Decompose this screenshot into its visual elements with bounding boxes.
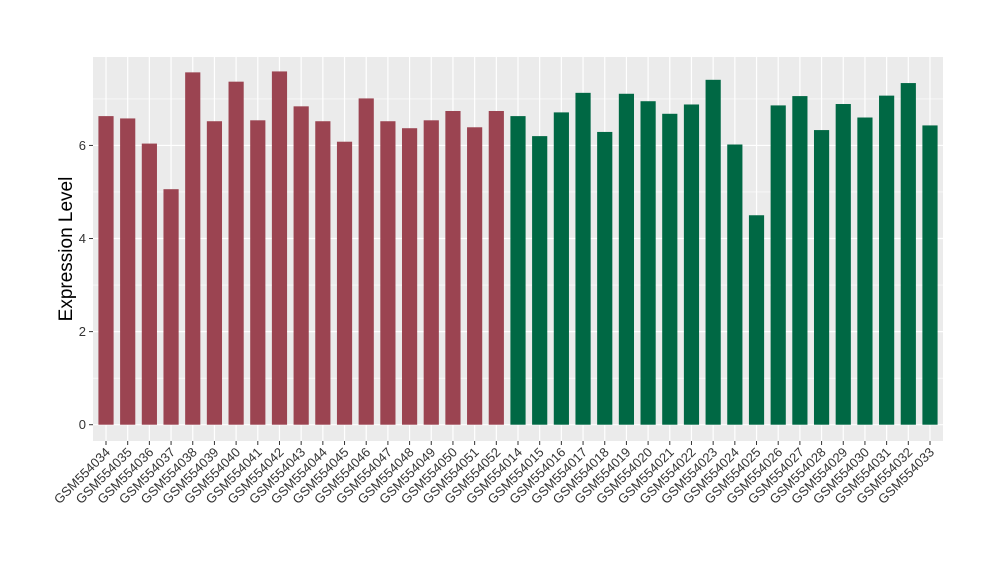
bar-gsm554025 — [748, 215, 765, 425]
bar-gsm554040 — [228, 81, 244, 425]
bar-gsm554030 — [857, 117, 873, 425]
bar-gsm554052 — [488, 110, 504, 425]
bar-gsm554044 — [315, 121, 331, 425]
bar-gsm554017 — [575, 92, 591, 425]
bar-gsm554016 — [553, 112, 569, 425]
bar-gsm554014 — [510, 116, 526, 425]
y-axis: 0 2 4 6 — [79, 138, 93, 432]
y-tick-label: 0 — [79, 417, 86, 432]
y-tick-label: 2 — [79, 324, 86, 339]
bar-gsm554034 — [98, 116, 114, 425]
bar-gsm554028 — [813, 130, 830, 425]
bar-gsm554035 — [120, 118, 136, 425]
bars — [98, 71, 938, 425]
bar-gsm554042 — [271, 71, 288, 425]
bar-gsm554037 — [163, 189, 179, 425]
bar-gsm554029 — [835, 104, 851, 425]
bar-gsm554023 — [705, 79, 721, 425]
bar-gsm554038 — [185, 72, 201, 425]
bar-gsm554043 — [293, 106, 309, 425]
bar-gsm554039 — [206, 121, 223, 425]
bar-gsm554036 — [141, 143, 157, 425]
bar-gsm554032 — [900, 83, 916, 425]
y-tick-label: 6 — [79, 138, 86, 153]
bar-gsm554022 — [683, 104, 700, 425]
bar-gsm554048 — [401, 128, 418, 425]
bar-gsm554015 — [532, 136, 548, 425]
bar-gsm554045 — [336, 141, 353, 425]
bar-gsm554021 — [662, 113, 678, 425]
bar-gsm554033 — [922, 125, 938, 425]
bar-gsm554047 — [380, 121, 396, 425]
y-axis-title: Expression Level — [56, 177, 77, 322]
bar-gsm554050 — [445, 110, 461, 425]
bar-gsm554024 — [727, 144, 743, 425]
bar-gsm554019 — [618, 93, 635, 425]
bar-gsm554027 — [792, 96, 808, 425]
x-axis: GSM554034GSM554035GSM554036GSM554037GSM5… — [51, 441, 937, 507]
bar-gsm554031 — [879, 95, 895, 425]
bar-gsm554049 — [423, 120, 439, 425]
bar-gsm554026 — [770, 105, 786, 425]
bar-gsm554051 — [467, 127, 483, 425]
y-tick-label: 4 — [79, 231, 86, 246]
bar-gsm554041 — [250, 120, 266, 425]
bar-gsm554018 — [597, 131, 613, 425]
bar-gsm554046 — [358, 98, 374, 425]
bar-gsm554020 — [640, 101, 656, 425]
